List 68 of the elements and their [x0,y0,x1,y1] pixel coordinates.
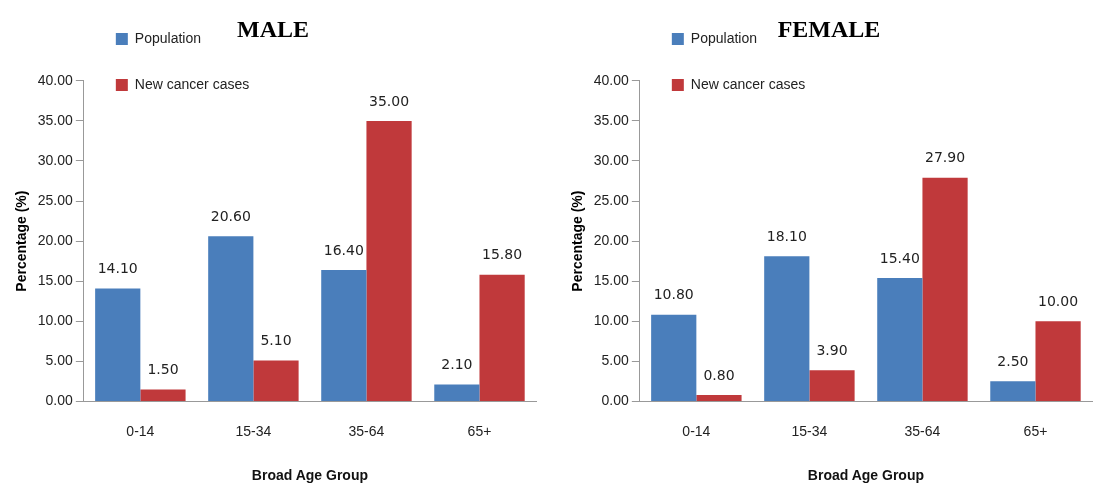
x-tick-label: 35-64 [348,422,385,439]
y-tick-label: 40.00 [593,71,630,88]
y-tick-label: 30.00 [593,151,630,168]
data-label: 1.50 [147,361,179,378]
y-tick-label: 20.00 [37,231,74,248]
data-label: 10.80 [653,286,694,303]
y-tick-label: 25.00 [593,191,630,208]
data-label: 16.40 [323,241,364,258]
data-label: 20.60 [210,207,251,224]
bar [321,269,367,401]
bar [366,120,412,401]
data-label: 27.90 [925,149,966,166]
bar [877,277,923,401]
legend-label: Population [134,29,202,46]
data-label: 2.10 [441,356,473,373]
x-tick-label: 0-14 [682,422,711,439]
x-tick-label: 15-34 [235,422,272,439]
bar [809,370,855,401]
bar [764,256,810,401]
chart-title: MALE [237,15,309,42]
data-label: 15.40 [879,249,920,266]
y-tick-label: 15.00 [593,272,630,289]
chart-title: FEMALE [777,15,881,42]
y-axis-title: Percentage (%) [569,190,586,292]
bar [208,236,254,401]
y-tick-label: 5.00 [601,352,630,369]
bar [922,177,968,401]
x-axis-title: Broad Age Group [251,467,368,484]
legend-label: New cancer cases [690,75,806,92]
x-tick-label: 0-14 [126,422,155,439]
legend-label: New cancer cases [134,75,250,92]
y-tick-label: 35.00 [593,111,630,128]
bar [253,360,299,401]
x-tick-label: 15-34 [791,422,828,439]
x-axis-title: Broad Age Group [807,467,924,484]
data-label: 3.90 [816,341,848,358]
bar [1035,321,1081,401]
bar [95,288,141,401]
x-tick-label: 65+ [1023,422,1048,439]
data-label: 5.10 [260,332,292,349]
x-tick-label: 35-64 [904,422,941,439]
y-tick-label: 10.00 [37,312,74,329]
y-tick-label: 25.00 [37,191,74,208]
y-tick-label: 0.00 [601,392,630,409]
y-tick-label: 20.00 [593,231,630,248]
x-tick-label: 65+ [467,422,492,439]
y-tick-label: 10.00 [593,312,630,329]
y-tick-label: 30.00 [37,151,74,168]
data-label: 0.80 [703,366,735,383]
y-axis-title: Percentage (%) [13,190,30,292]
y-tick-label: 40.00 [37,71,74,88]
y-tick-label: 0.00 [45,392,74,409]
y-tick-label: 5.00 [45,352,74,369]
bar [434,384,480,401]
bar [479,274,525,401]
y-tick-label: 35.00 [37,111,74,128]
data-label: 14.10 [97,260,138,277]
data-label: 35.00 [369,92,410,109]
bar [140,389,186,401]
data-label: 15.80 [482,246,523,263]
y-tick-label: 15.00 [37,272,74,289]
data-label: 10.00 [1038,292,1079,309]
data-label: 18.10 [766,227,807,244]
bar [651,314,697,401]
data-label: 2.50 [997,353,1029,369]
bar [990,381,1036,401]
legend-label: Population [690,29,758,46]
bar [696,394,742,401]
